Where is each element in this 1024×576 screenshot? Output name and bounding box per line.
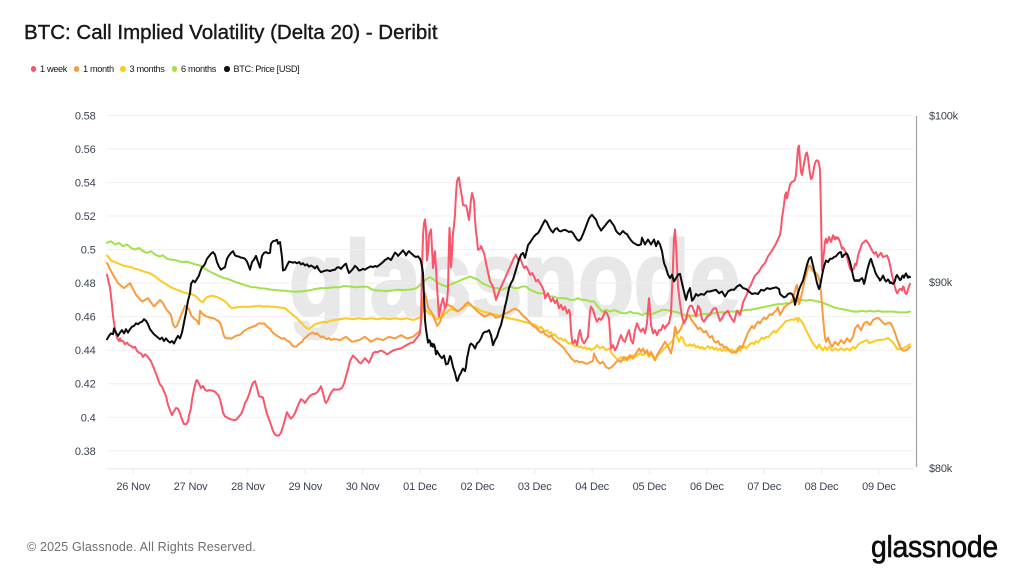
svg-text:04 Dec: 04 Dec (575, 481, 609, 493)
svg-text:30 Nov: 30 Nov (346, 481, 380, 493)
svg-text:0.58: 0.58 (75, 110, 96, 122)
svg-text:0.38: 0.38 (75, 446, 96, 458)
svg-text:$90k: $90k (929, 277, 953, 289)
svg-text:0.44: 0.44 (75, 345, 96, 357)
svg-text:06 Dec: 06 Dec (690, 481, 724, 493)
svg-text:0.5: 0.5 (81, 245, 96, 257)
svg-text:$100k: $100k (929, 111, 959, 123)
svg-text:01 Dec: 01 Dec (403, 481, 437, 493)
svg-text:02 Dec: 02 Dec (461, 481, 495, 493)
svg-text:$80k: $80k (929, 463, 953, 475)
svg-text:0.56: 0.56 (75, 144, 96, 156)
svg-text:0.42: 0.42 (75, 379, 96, 391)
svg-text:08 Dec: 08 Dec (805, 481, 839, 493)
svg-text:0.52: 0.52 (75, 211, 96, 223)
svg-text:0.4: 0.4 (81, 412, 96, 424)
svg-text:03 Dec: 03 Dec (518, 481, 552, 493)
svg-text:28 Nov: 28 Nov (231, 481, 265, 493)
svg-text:0.54: 0.54 (75, 178, 96, 190)
svg-text:29 Nov: 29 Nov (288, 481, 322, 493)
svg-text:26 Nov: 26 Nov (116, 481, 150, 493)
svg-text:27 Nov: 27 Nov (174, 481, 208, 493)
svg-text:0.48: 0.48 (75, 278, 96, 290)
svg-text:05 Dec: 05 Dec (633, 481, 667, 493)
svg-text:07 Dec: 07 Dec (747, 481, 781, 493)
svg-text:09 Dec: 09 Dec (862, 481, 896, 493)
svg-text:0.46: 0.46 (75, 312, 96, 324)
